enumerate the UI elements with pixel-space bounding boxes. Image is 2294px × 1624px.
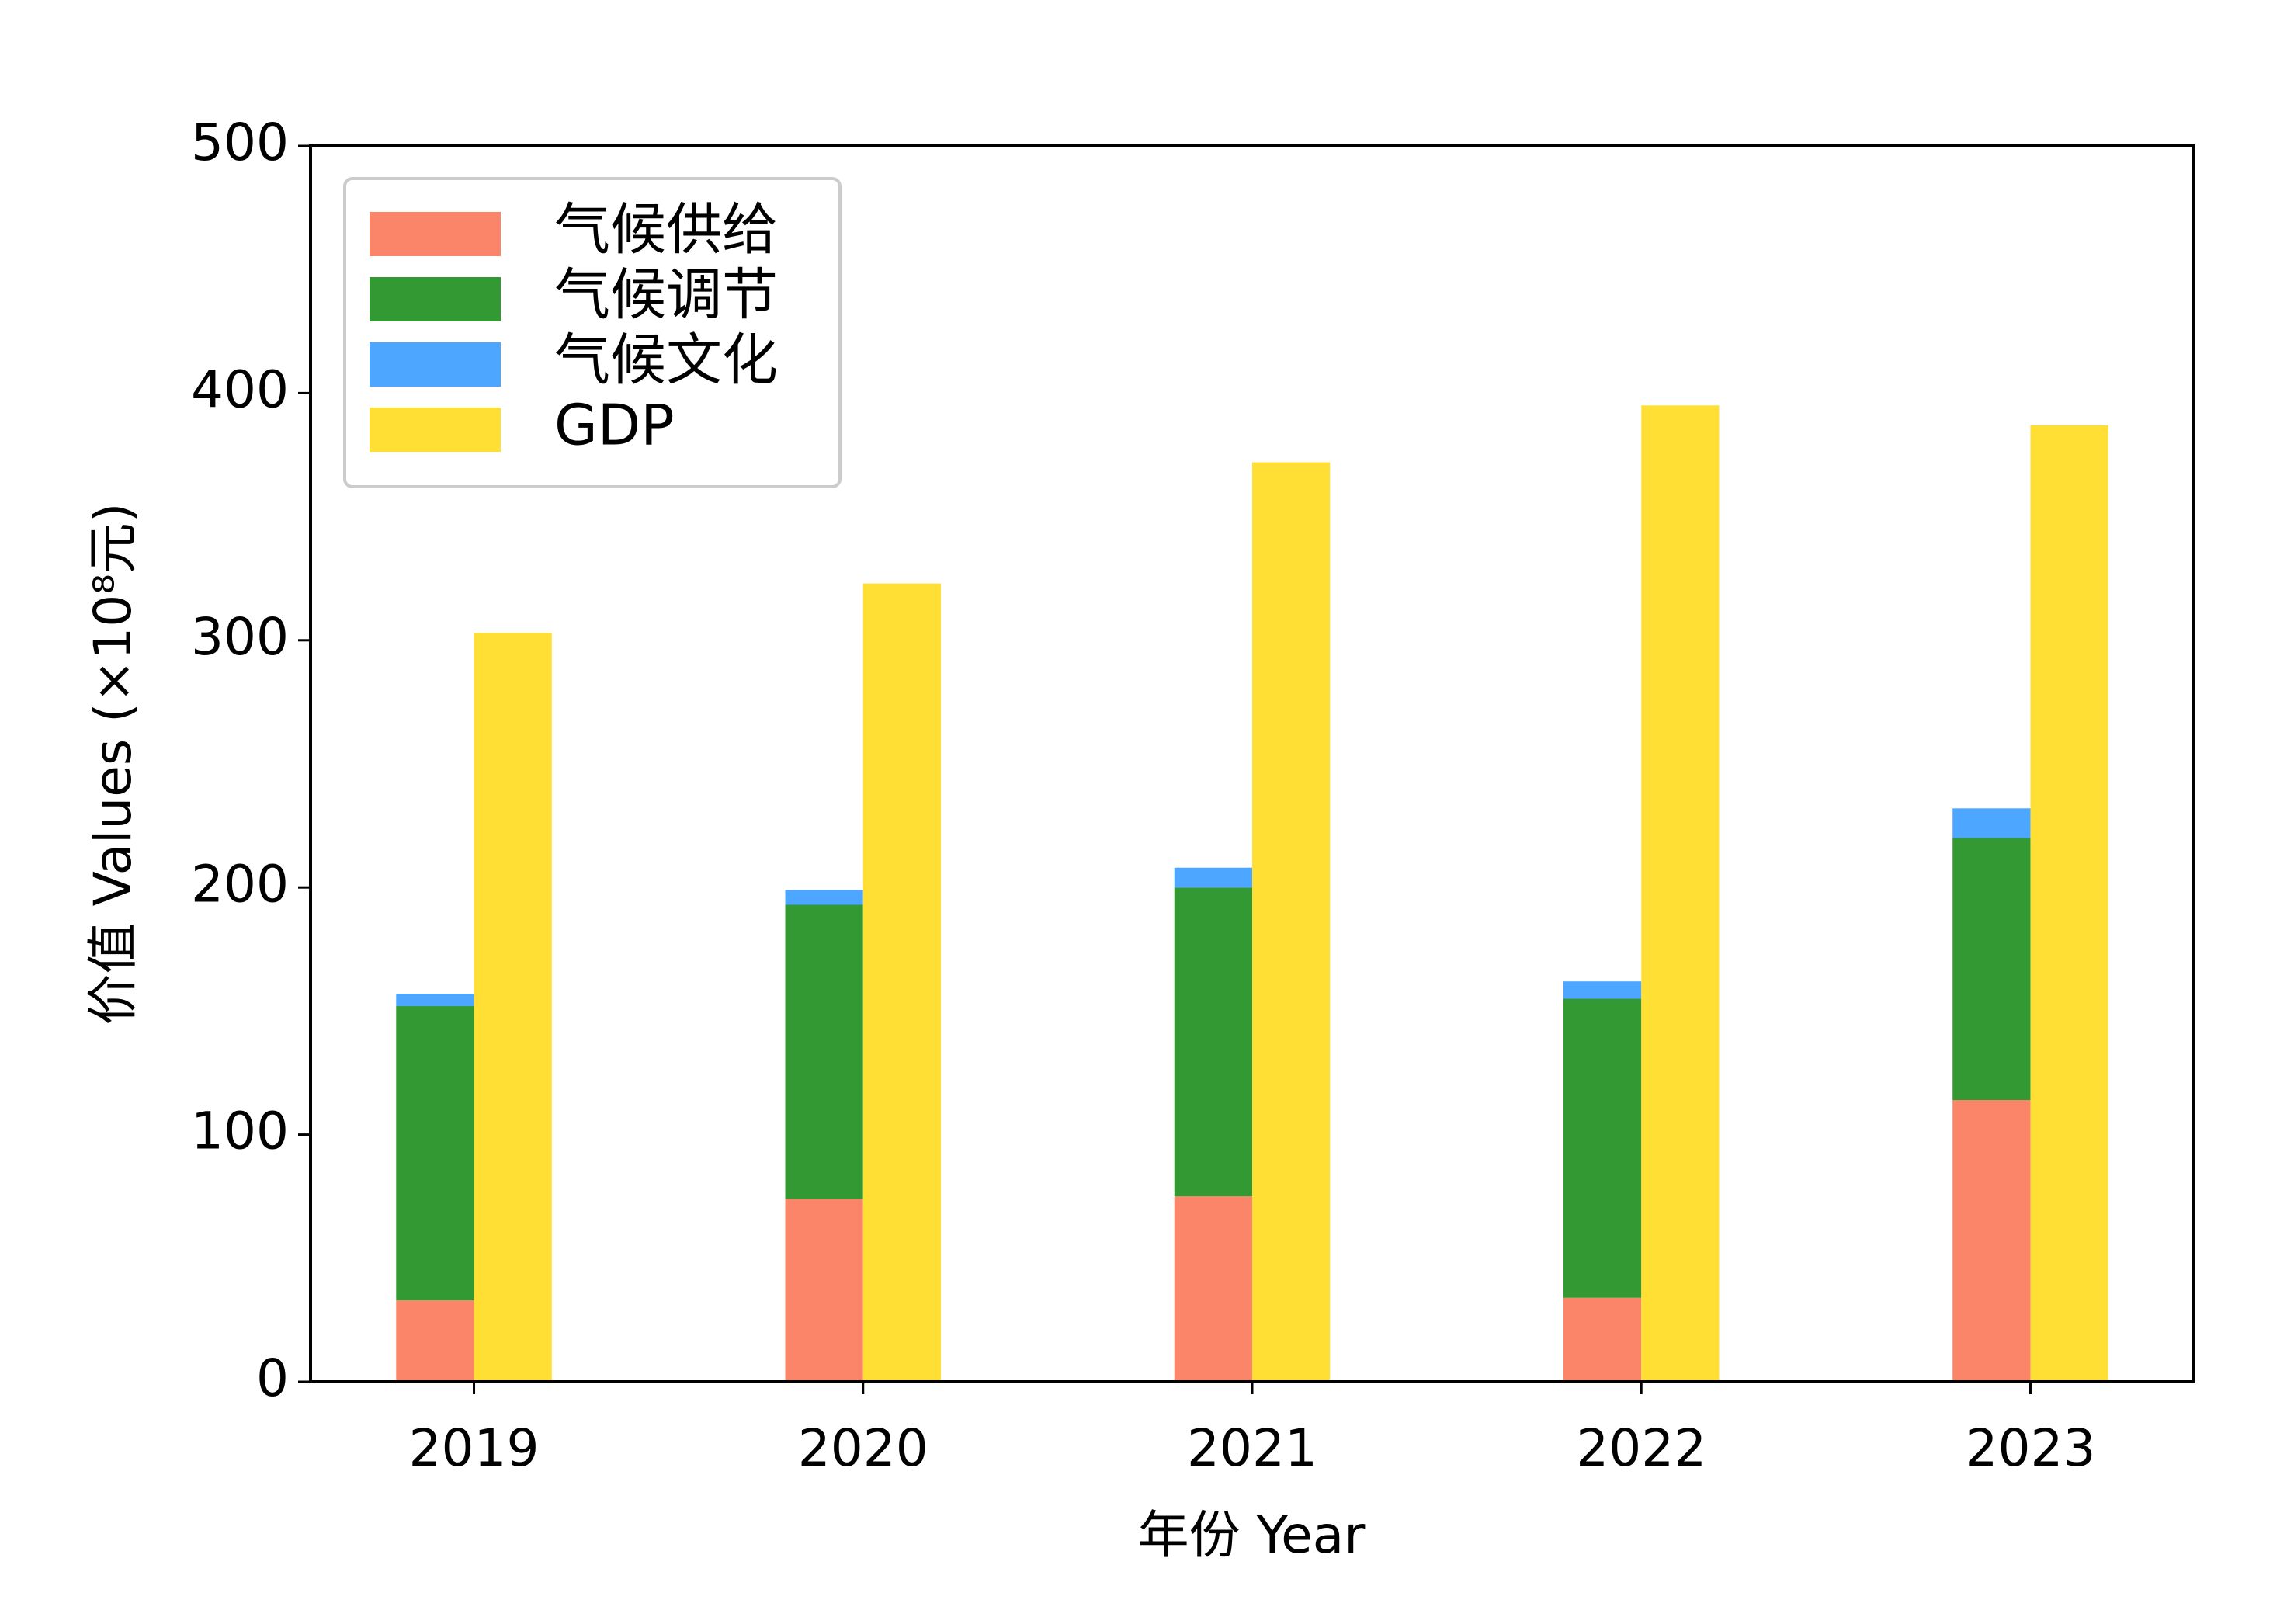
y-tick-label: 100 bbox=[191, 1102, 289, 1161]
bar bbox=[474, 633, 552, 1382]
x-tick-label: 2022 bbox=[1576, 1418, 1706, 1478]
legend-text: 气候调节 bbox=[554, 262, 778, 328]
bar bbox=[1952, 838, 2031, 1101]
bar bbox=[396, 1300, 474, 1382]
bar bbox=[1174, 1196, 1252, 1382]
legend-swatch bbox=[370, 408, 501, 452]
bar bbox=[396, 994, 474, 1007]
bar bbox=[862, 583, 942, 1382]
y-axis-label: 价值 Values (×10⁸元) bbox=[83, 503, 143, 1025]
y-tick-label: 200 bbox=[191, 854, 289, 914]
bar bbox=[1563, 981, 1642, 999]
bar bbox=[2030, 425, 2108, 1382]
bar bbox=[1563, 1297, 1642, 1382]
x-tick-label: 2023 bbox=[1965, 1418, 2095, 1478]
legend-swatch bbox=[370, 342, 501, 387]
bar bbox=[1174, 887, 1252, 1197]
legend-text: GDP bbox=[554, 393, 675, 458]
bar bbox=[1563, 998, 1642, 1298]
bar bbox=[785, 1199, 863, 1382]
bar bbox=[1252, 462, 1331, 1382]
bar bbox=[396, 1006, 474, 1300]
legend-swatch bbox=[370, 212, 501, 256]
x-axis-label: 年份 Year bbox=[1138, 1505, 1366, 1565]
bar bbox=[1952, 808, 2031, 838]
y-tick-label: 500 bbox=[191, 113, 289, 172]
x-tick-label: 2021 bbox=[1187, 1418, 1317, 1478]
legend-swatch bbox=[370, 277, 501, 321]
x-tick-label: 2019 bbox=[409, 1418, 540, 1478]
bar bbox=[1174, 867, 1252, 888]
legend-text: 气候文化 bbox=[554, 328, 778, 393]
bar bbox=[1641, 405, 1720, 1382]
y-tick-label: 400 bbox=[191, 359, 289, 419]
y-tick-label: 0 bbox=[256, 1348, 289, 1408]
plot-frame bbox=[309, 144, 2195, 1383]
legend-text: 气候供给 bbox=[554, 197, 778, 262]
x-tick-label: 2020 bbox=[798, 1418, 928, 1478]
y-tick-label: 300 bbox=[191, 607, 289, 667]
bar bbox=[785, 904, 863, 1199]
bar bbox=[785, 890, 863, 905]
bar bbox=[1952, 1100, 2031, 1382]
